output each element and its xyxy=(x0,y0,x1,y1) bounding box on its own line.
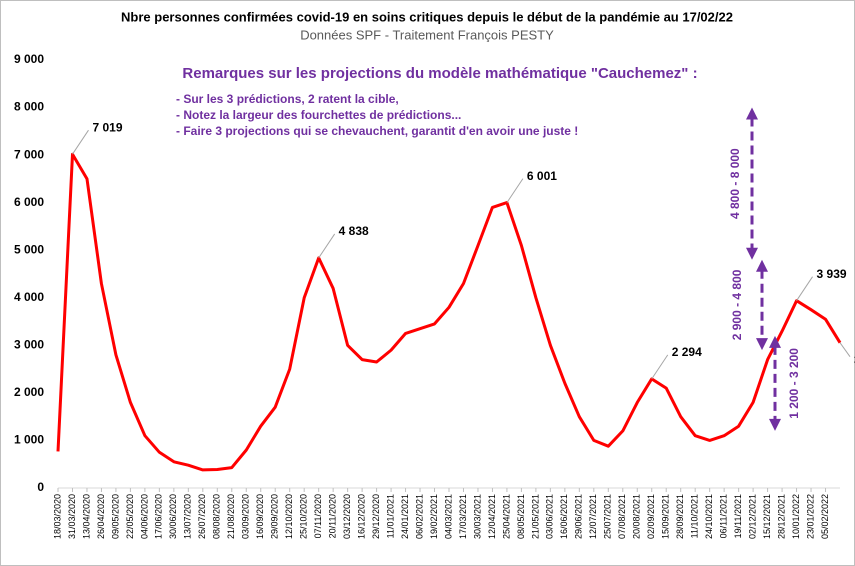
y-tick-label: 4 000 xyxy=(14,290,44,304)
x-tick-label: 19/02/2021 xyxy=(429,494,439,539)
x-tick-label: 07/08/2021 xyxy=(617,494,627,539)
label-leader xyxy=(796,276,813,301)
prediction-label: 2 900 - 4 800 xyxy=(730,269,744,340)
x-tick-label: 16/06/2021 xyxy=(559,494,569,539)
x-tick-label: 16/09/2020 xyxy=(255,494,265,539)
prediction-arrow-head xyxy=(746,247,758,260)
x-tick-label: 29/09/2020 xyxy=(270,494,280,539)
x-tick-label: 09/05/2020 xyxy=(110,494,120,539)
x-tick-label: 19/11/2021 xyxy=(733,494,743,538)
x-tick-label: 23/01/2022 xyxy=(805,494,815,539)
x-tick-label: 06/02/2021 xyxy=(414,494,424,539)
x-tick-label: 25/07/2021 xyxy=(603,494,613,539)
x-tick-label: 24/10/2021 xyxy=(704,494,714,539)
y-tick-label: 9 000 xyxy=(14,52,44,66)
label-leader xyxy=(651,354,669,380)
prediction-label: 4 800 - 8 000 xyxy=(728,148,742,219)
x-tick-label: 15/12/2021 xyxy=(762,494,772,539)
prediction-arrow-head xyxy=(769,418,781,431)
prediction-label: 1 200 - 3 200 xyxy=(787,348,801,419)
x-tick-label: 11/01/2021 xyxy=(385,494,395,538)
x-tick-label: 17/03/2021 xyxy=(458,494,468,539)
x-tick-label: 02/09/2021 xyxy=(646,494,656,539)
data-label: 6 001 xyxy=(527,169,557,183)
x-tick-label: 03/09/2020 xyxy=(241,494,251,539)
x-tick-label: 21/05/2021 xyxy=(530,494,540,539)
x-tick-label: 24/01/2021 xyxy=(400,494,410,539)
x-tick-label: 26/04/2020 xyxy=(96,494,106,539)
label-leader xyxy=(506,178,524,203)
x-tick-label: 04/06/2020 xyxy=(139,494,149,539)
x-tick-label: 28/09/2021 xyxy=(675,494,685,539)
y-tick-label: 5 000 xyxy=(14,242,44,256)
data-label: 3 939 xyxy=(817,267,847,281)
x-tick-label: 08/08/2020 xyxy=(212,494,222,539)
x-tick-label: 03/06/2021 xyxy=(545,494,555,539)
chart-title: Nbre personnes confirmées covid-19 en so… xyxy=(121,9,733,24)
x-tick-label: 15/09/2021 xyxy=(661,494,671,539)
y-tick-label: 2 000 xyxy=(14,385,44,399)
x-tick-label: 30/06/2020 xyxy=(168,494,178,539)
y-tick-label: 3 000 xyxy=(14,338,44,352)
x-tick-label: 25/10/2020 xyxy=(299,494,309,539)
x-tick-label: 20/11/2020 xyxy=(328,494,338,538)
x-tick-label: 13/07/2020 xyxy=(183,494,193,539)
x-tick-label: 28/12/2021 xyxy=(776,494,786,539)
x-tick-label: 31/03/2020 xyxy=(67,494,77,539)
x-tick-label: 12/10/2020 xyxy=(284,494,294,539)
x-tick-label: 17/06/2020 xyxy=(154,494,164,539)
x-tick-label: 10/01/2022 xyxy=(791,494,801,539)
x-tick-label: 20/08/2021 xyxy=(632,494,642,539)
y-tick-label: 0 xyxy=(37,480,44,494)
x-tick-label: 18/03/2020 xyxy=(52,494,62,539)
remark: - Sur les 3 prédictions, 2 ratent la cib… xyxy=(176,92,399,106)
x-tick-label: 08/05/2021 xyxy=(516,494,526,539)
x-tick-label: 12/07/2021 xyxy=(588,494,598,539)
label-leader xyxy=(318,233,336,259)
x-tick-label: 07/11/2020 xyxy=(313,494,323,538)
data-label: 7 019 xyxy=(92,120,122,134)
y-tick-label: 1 000 xyxy=(14,433,44,447)
prediction-arrow-head xyxy=(769,335,781,348)
y-tick-label: 7 000 xyxy=(14,147,44,161)
x-tick-label: 04/03/2021 xyxy=(443,494,453,539)
remark: - Notez la largeur des fourchettes de pr… xyxy=(176,108,461,122)
x-tick-label: 22/05/2020 xyxy=(125,494,135,539)
x-tick-label: 13/04/2020 xyxy=(81,494,91,539)
data-line xyxy=(56,152,842,472)
x-tick-label: 12/04/2021 xyxy=(487,494,497,539)
x-tick-label: 11/10/2021 xyxy=(690,494,700,538)
chart-subtitle: Données SPF - Traitement François PESTY xyxy=(300,27,554,42)
x-tick-label: 03/12/2020 xyxy=(342,494,352,539)
prediction-arrow-head xyxy=(756,259,768,272)
y-tick-label: 6 000 xyxy=(14,195,44,209)
prediction-arrow-head xyxy=(756,338,768,351)
remark-title: Remarques sur les projections du modèle … xyxy=(182,65,697,82)
data-label: 2 294 xyxy=(672,345,702,359)
x-tick-label: 16/12/2020 xyxy=(356,494,366,539)
y-tick-label: 8 000 xyxy=(14,100,44,114)
x-tick-label: 02/12/2021 xyxy=(747,494,757,539)
x-tick-label: 29/12/2020 xyxy=(371,494,381,539)
x-tick-label: 29/06/2021 xyxy=(574,494,584,539)
x-tick-label: 21/08/2020 xyxy=(226,494,236,539)
remark: - Faire 3 projections qui se chevauchent… xyxy=(176,124,578,138)
x-tick-label: 26/07/2020 xyxy=(197,494,207,539)
x-tick-label: 06/11/2021 xyxy=(719,494,729,538)
data-label: 4 838 xyxy=(339,224,369,238)
prediction-arrow-head xyxy=(746,107,758,120)
label-leader xyxy=(72,129,89,155)
x-tick-label: 05/02/2022 xyxy=(820,494,830,539)
x-tick-label: 25/04/2021 xyxy=(501,494,511,539)
label-leader xyxy=(839,342,851,358)
x-tick-label: 30/03/2021 xyxy=(472,494,482,539)
